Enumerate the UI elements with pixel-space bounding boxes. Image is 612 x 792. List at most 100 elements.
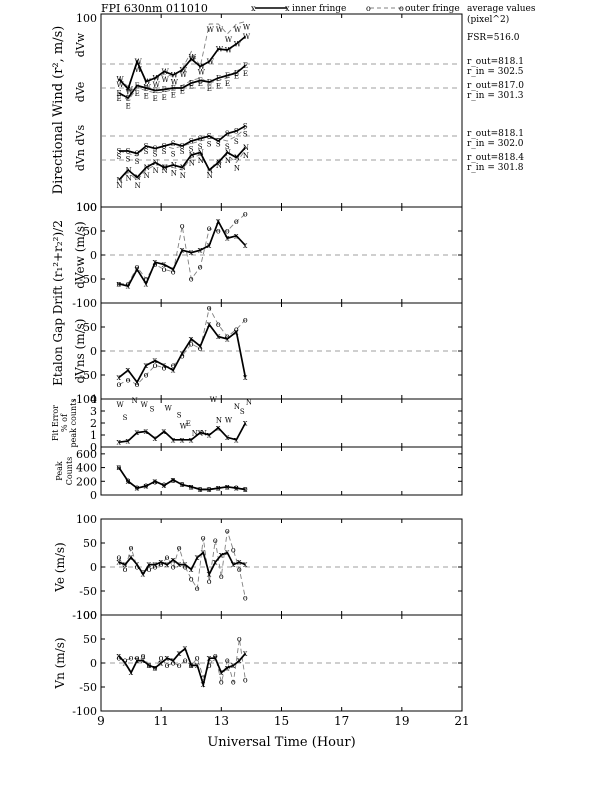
outer-point-ve-5: o <box>147 565 152 574</box>
inner-point-vn-17: x <box>219 668 224 677</box>
point-outer-dVs-2: S <box>135 158 140 166</box>
ytick-label-ve-0: 100 <box>76 513 97 526</box>
outer-point-ve-15: o <box>207 577 212 586</box>
outer-point-ve-18: o <box>225 527 230 536</box>
inner-point-ve-5: x <box>147 560 152 569</box>
outer-point-vn-7: o <box>159 654 164 663</box>
point-dVw-13: W <box>234 41 242 49</box>
point-outer-dVe-6: E <box>171 92 176 100</box>
point-dVe-11: E <box>216 75 221 83</box>
point-dVe-4: E <box>153 87 158 95</box>
point-dVw-4: W <box>153 75 161 83</box>
point-dVn-14: N <box>243 144 249 152</box>
inner-point-ve-4: x <box>141 570 146 579</box>
legend-inner-marker-a: x <box>251 4 256 13</box>
point-outer-dVw-3: W <box>144 84 152 92</box>
outer-point-ve-10: o <box>177 543 182 552</box>
fit-letter-0: W <box>117 401 125 409</box>
inner-point-ve-9: x <box>171 555 176 564</box>
outer-point-vn-2: o <box>129 654 134 663</box>
ylabel-gapdrift: Etalon Gap Drift (r₁²+r₂²)/2 <box>51 220 65 386</box>
inner-point-peak-0: x <box>117 463 122 472</box>
inner-point-fiterror-4: x <box>153 434 158 443</box>
point-dVn-7: N <box>180 164 186 172</box>
point-dVe-13: E <box>234 70 239 78</box>
inner-fringe-line-peak <box>118 467 246 491</box>
side-heading-1: average values <box>467 4 536 14</box>
inner-point-dvns-13: x <box>234 327 239 336</box>
inner-point-ve-14: x <box>201 548 206 557</box>
side-e-out: r_out=817.0 <box>467 81 524 91</box>
outer-point-vn-1: o <box>123 656 128 665</box>
inner-point-vn-20: x <box>237 656 242 665</box>
outer-point-dvns-11: o <box>216 320 221 329</box>
outer-point-dvew-2: o <box>135 263 140 272</box>
outer-point-dvns-5: o <box>162 363 167 372</box>
inner-point-dvns-9: x <box>198 342 203 351</box>
point-outer-dVe-3: E <box>144 93 149 101</box>
inner-point-dvns-1: x <box>126 366 131 375</box>
xtick-label-0: 9 <box>97 714 105 728</box>
panel-frame-directional <box>100 13 463 208</box>
outer-point-vn-16: o <box>213 651 218 660</box>
outer-point-ve-12: o <box>189 575 194 584</box>
point-dVn-5: N <box>162 164 168 172</box>
outer-point-dvew-6: o <box>171 267 176 276</box>
outer-point-dvew-8: o <box>189 275 194 284</box>
point-dVw-10: W <box>207 58 215 66</box>
point-outer-dVw-6: W <box>171 79 179 87</box>
inner-point-vn-15: x <box>207 654 212 663</box>
outer-point-ve-2: o <box>129 543 134 552</box>
point-outer-dVn-10: N <box>207 172 213 180</box>
outer-point-vn-19: o <box>231 678 236 687</box>
outer-point-ve-8: o <box>165 553 170 562</box>
point-dVe-14: E <box>243 62 248 70</box>
point-dVw-2: W <box>135 58 143 66</box>
outer-point-ve-4: o <box>141 567 146 576</box>
inner-point-fiterror-3: x <box>144 427 149 436</box>
side-n-out: r_out=818.4 <box>467 153 524 163</box>
xlabel: Universal Time (Hour) <box>207 735 355 750</box>
point-outer-dVn-8: N <box>189 160 195 168</box>
point-dVn-6: N <box>171 162 177 170</box>
outer-point-dvns-6: o <box>171 361 176 370</box>
point-dVs-0: S <box>117 148 122 156</box>
inner-point-ve-18: x <box>225 548 230 557</box>
outer-fringe-line-vn <box>118 638 246 683</box>
outer-point-dvns-13: o <box>234 325 239 334</box>
point-outer-dVw-12: W <box>225 36 233 44</box>
outer-fringe-line-dVe <box>118 67 246 102</box>
point-outer-dVw-5: W <box>162 76 170 84</box>
inner-point-ve-0: x <box>117 558 122 567</box>
outer-point-vn-21: o <box>243 675 248 684</box>
inner-fringe-line-dVw <box>118 35 246 91</box>
side-e-in: r_in = 301.3 <box>467 91 524 101</box>
outer-point-vn-11: o <box>183 656 188 665</box>
fit-letter-7: W <box>180 422 188 430</box>
inner-point-ve-6: x <box>153 560 158 569</box>
point-dVs-8: S <box>189 138 194 146</box>
outer-point-dvew-12: o <box>225 227 230 236</box>
inner-fringe-line-dvns <box>118 322 247 384</box>
inner-point-peak-10: x <box>207 485 212 494</box>
inner-point-fiterror-10: x <box>207 431 212 440</box>
inner-point-dvns-8: x <box>189 335 194 344</box>
point-outer-dVn-0: N <box>117 182 123 190</box>
point-dVw-14: W <box>243 33 251 41</box>
point-outer-dVs-8: S <box>189 146 194 154</box>
xtick-label-3: 15 <box>274 714 289 728</box>
point-outer-dVw-9: W <box>198 69 206 77</box>
ytick-label-ve-3: -50 <box>79 585 97 598</box>
fit-letter-11: W <box>210 396 218 404</box>
point-dVn-11: N <box>216 159 222 167</box>
inner-point-peak-13: x <box>234 484 239 493</box>
inner-point-ve-19: x <box>231 560 236 569</box>
point-outer-dVw-4: W <box>153 81 161 89</box>
point-dVs-2: S <box>135 150 140 158</box>
point-outer-dVs-13: S <box>234 138 239 146</box>
ylabel-peak-line-1: Counts <box>65 457 74 486</box>
outer-point-vn-20: o <box>237 635 242 644</box>
ylabel-fiterror-line-0: Fit Error <box>51 405 60 441</box>
point-dVs-4: S <box>153 145 158 153</box>
point-dVs-1: S <box>126 148 131 156</box>
